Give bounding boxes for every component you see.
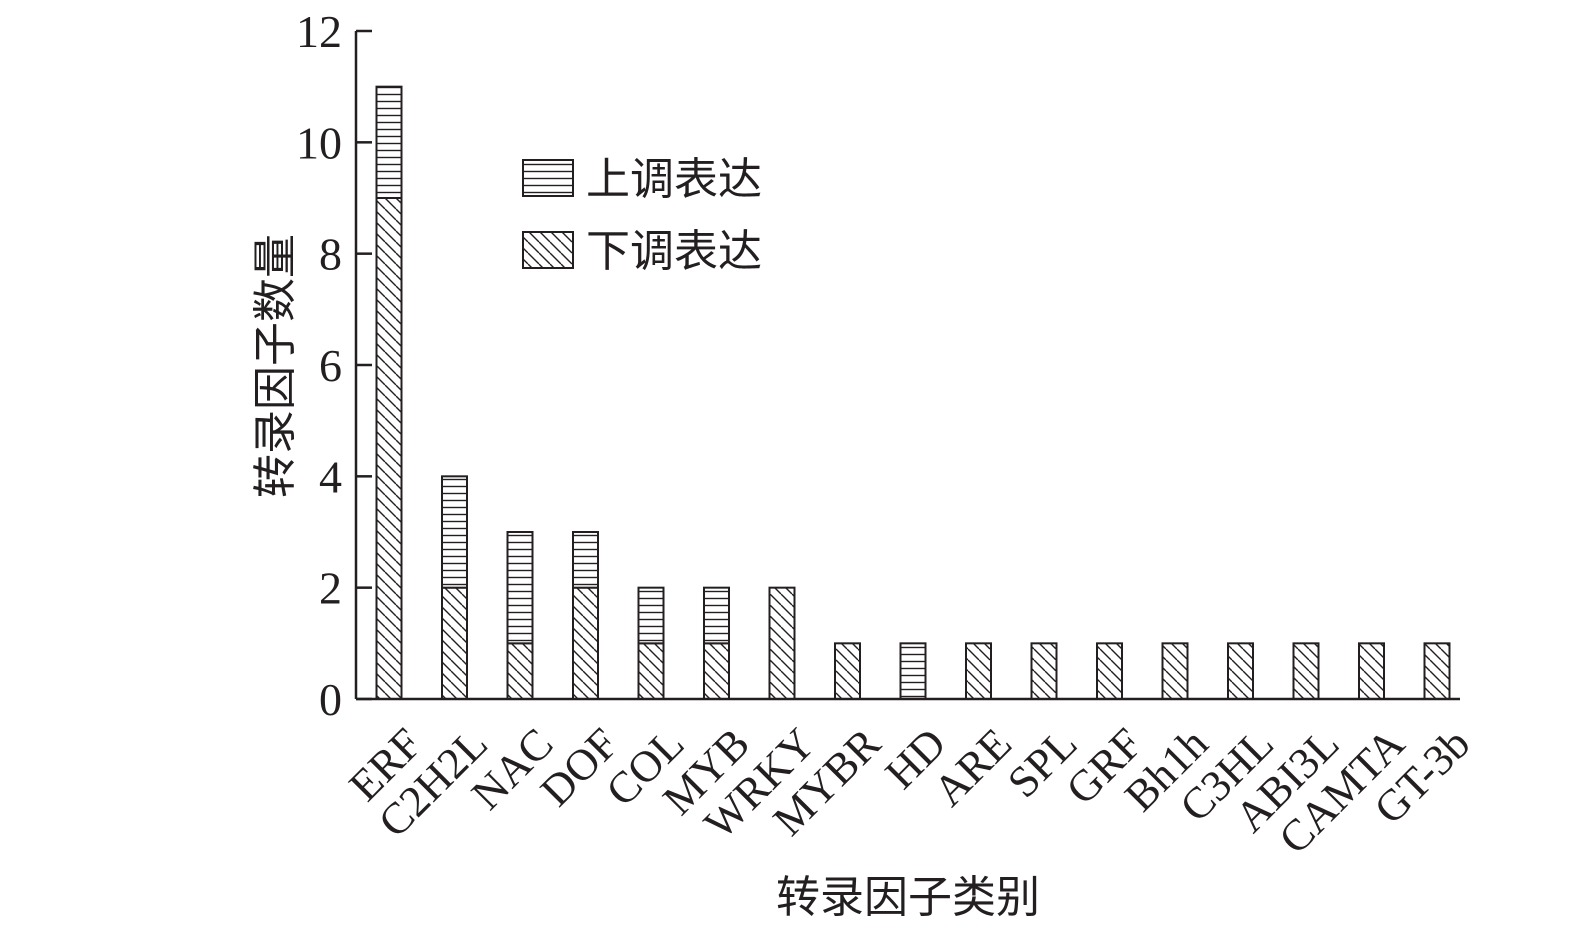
y-tick-label: 10 [296,117,342,168]
y-tick-label: 8 [319,229,342,280]
bar-col-down [637,642,665,700]
x-category-labels: ERFC2H2LNACDOFCOLMYBWRKYMYBRHDARESPLGRFB… [340,718,1480,863]
legend-swatch-down [522,231,574,269]
y-axis-title: 转录因子数量 [250,234,301,498]
legend-label-up: 上调表达 [586,154,762,205]
bar-hd-up [899,642,927,700]
bar-mybr-down [834,642,861,700]
bar-dof-down [572,586,599,701]
bar-are-down [965,642,992,700]
bar-bh1h-down [1161,642,1189,700]
bar-wrky-down [768,586,796,701]
bar-grf-down [1096,642,1123,700]
legend: 上调表达 下调表达 [522,154,762,277]
y-tick-label: 12 [296,6,342,57]
x-axis-title: 转录因子类别 [776,872,1040,923]
bar-abi3l-down [1292,642,1320,700]
legend-label-down: 下调表达 [586,226,762,277]
bar-gt-3b-down [1423,642,1451,700]
bar-col-up [637,586,665,645]
bar-camta-down [1358,642,1385,700]
legend-swatch-up [522,159,574,197]
bar-myb-up [703,586,730,645]
bar-c2h2l-up [441,475,468,589]
y-tick-label: 2 [319,563,342,614]
y-ticks: 0 2 4 6 8 10 12 [296,6,372,725]
bar-c2h2l-down [441,586,468,701]
bars-layer [375,85,1451,701]
y-tick-label: 6 [319,340,342,391]
bar-erf-up [375,85,403,199]
bar-c3hl-down [1227,642,1254,700]
bar-dof-up [572,531,599,589]
bar-myb-down [703,642,730,700]
bar-spl-down [1030,642,1058,700]
bar-nac-up [506,531,534,645]
y-tick-label: 4 [319,451,342,502]
y-tick-label: 0 [319,674,342,725]
bar-nac-down [506,642,534,700]
bar-erf-down [375,197,403,700]
